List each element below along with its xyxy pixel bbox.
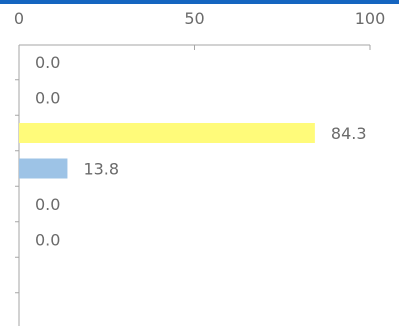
- bar-value-label: 0.0: [35, 231, 60, 250]
- bar-value-label: 0.0: [35, 89, 60, 108]
- bar: [19, 158, 68, 179]
- bars-layer: [19, 123, 315, 179]
- axis-layer: [15, 44, 371, 326]
- top-accent-bar: [0, 0, 399, 4]
- bar-value-label: 84.3: [331, 124, 367, 143]
- labels-layer: 0 50 100 0.0 0.0 84.3 13.8 0.0 0.0: [14, 9, 385, 250]
- bar: [19, 123, 315, 143]
- bar-value-label: 13.8: [83, 160, 119, 179]
- bar-value-label: 0.0: [35, 53, 60, 72]
- bar-value-label: 0.0: [35, 195, 60, 214]
- x-tick-label: 50: [184, 9, 204, 28]
- x-tick-label: 100: [355, 9, 386, 28]
- x-tick-label: 0: [14, 9, 24, 28]
